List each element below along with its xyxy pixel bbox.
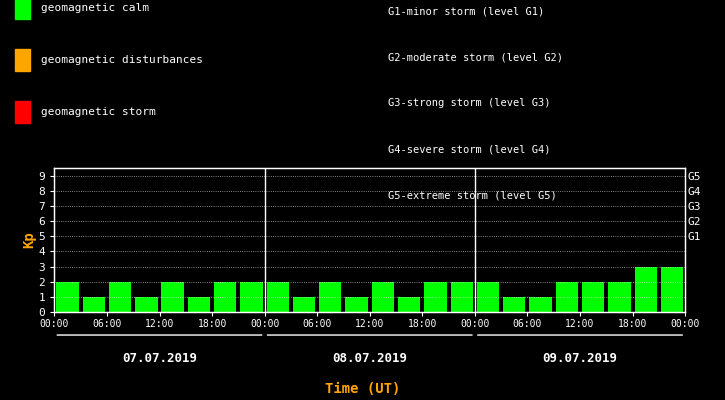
Text: G3-strong storm (level G3): G3-strong storm (level G3)	[388, 98, 550, 108]
Bar	[162, 282, 184, 312]
Bar	[372, 282, 394, 312]
Bar	[660, 266, 683, 312]
Text: 07.07.2019: 07.07.2019	[122, 352, 197, 365]
Bar	[555, 282, 578, 312]
Bar	[398, 297, 420, 312]
Bar	[450, 282, 473, 312]
Text: 08.07.2019: 08.07.2019	[332, 352, 407, 365]
Text: geomagnetic disturbances: geomagnetic disturbances	[41, 55, 203, 65]
Bar	[293, 297, 315, 312]
Bar	[608, 282, 631, 312]
Text: Time (UT): Time (UT)	[325, 382, 400, 396]
Text: geomagnetic storm: geomagnetic storm	[41, 107, 156, 117]
Text: G5-extreme storm (level G5): G5-extreme storm (level G5)	[388, 190, 557, 200]
Bar	[240, 282, 262, 312]
Text: G1-minor storm (level G1): G1-minor storm (level G1)	[388, 6, 544, 16]
Bar	[214, 282, 236, 312]
Bar	[477, 282, 500, 312]
Bar	[135, 297, 157, 312]
Bar	[424, 282, 447, 312]
Text: G4-severe storm (level G4): G4-severe storm (level G4)	[388, 144, 550, 154]
Bar	[503, 297, 526, 312]
Bar	[319, 282, 341, 312]
Bar	[267, 282, 289, 312]
Bar	[634, 266, 657, 312]
Y-axis label: Kp: Kp	[22, 232, 36, 248]
Bar	[529, 297, 552, 312]
Text: geomagnetic calm: geomagnetic calm	[41, 3, 149, 13]
Bar	[83, 297, 105, 312]
Bar	[188, 297, 210, 312]
Bar	[109, 282, 131, 312]
Bar	[582, 282, 605, 312]
Text: G2-moderate storm (level G2): G2-moderate storm (level G2)	[388, 52, 563, 62]
Bar	[57, 282, 79, 312]
Text: 09.07.2019: 09.07.2019	[542, 352, 618, 365]
Bar	[345, 297, 368, 312]
